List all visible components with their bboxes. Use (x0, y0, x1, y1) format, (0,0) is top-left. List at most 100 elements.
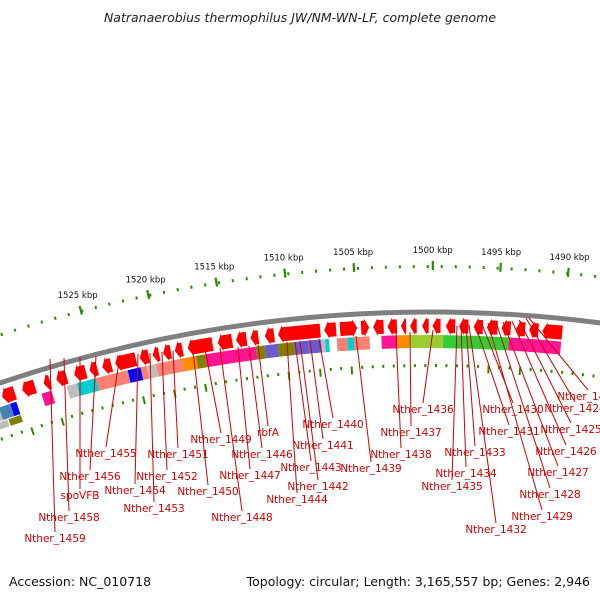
scale-minor-tick (94, 305, 98, 310)
scale-minor-tick (204, 283, 207, 287)
content-tick (319, 368, 322, 377)
content-tick (80, 411, 84, 416)
label-leader-line (219, 347, 243, 512)
gene-label: Nther_1448 (211, 512, 272, 524)
scale-minor-tick (80, 309, 84, 313)
forward-gene-arrow (22, 379, 37, 398)
scale-tick-label: 1515 kbp (194, 263, 234, 273)
gene-label: Nther_1427 (527, 467, 588, 479)
cog-segment (66, 383, 81, 399)
label-leader-line (451, 325, 458, 481)
cog-segment (353, 336, 365, 351)
scale-minor-tick (135, 296, 138, 300)
gene-label: Nther_1434 (435, 468, 497, 480)
gene-label: Nther_1454 (104, 485, 166, 497)
scale-minor-tick (27, 324, 30, 328)
label-leader-line (294, 341, 312, 462)
gene-label: Nther_1452 (136, 471, 197, 483)
content-tick (224, 380, 228, 384)
cog-segment (95, 370, 131, 391)
scale-minor-tick (121, 299, 125, 303)
forward-gene-arrow (339, 319, 358, 338)
content-tick (40, 423, 44, 428)
gene-label: Nther_1437 (380, 427, 441, 439)
gene-label: Nther_1455 (75, 448, 136, 460)
gene-label: Nther_1444 (266, 494, 328, 506)
content-tick (245, 376, 249, 381)
scale-minor-tick (40, 320, 44, 324)
gene-label: Nther_1450 (177, 486, 238, 498)
scale-minor-tick (162, 290, 166, 294)
label-leader-line (468, 324, 497, 524)
scale-major-tick (566, 267, 570, 278)
cog-segment (204, 346, 258, 368)
cog-segment (277, 342, 295, 357)
label-leader-line (525, 317, 576, 403)
scale-major-tick (146, 289, 151, 300)
scale-tick-label: 1520 kbp (126, 275, 166, 285)
forward-gene-arrow (542, 322, 563, 341)
label-leader-line (192, 349, 209, 486)
cog-segment (127, 367, 144, 383)
cog-segment (0, 403, 15, 420)
label-leader-line (502, 321, 559, 467)
forward-gene-arrow (43, 373, 53, 391)
forward-gene-arrow (74, 364, 88, 383)
cog-segment (347, 337, 355, 351)
forward-gene-arrow (387, 317, 398, 336)
gene-label: spoVFB (61, 490, 100, 502)
content-tick (70, 414, 74, 419)
scale-minor-tick (190, 285, 193, 289)
gene-labels: Nther_1423Nther_1424 Nther_1425 Nther_1426… (24, 317, 600, 545)
gene-label: Nther_1436 (392, 404, 454, 416)
scale-major-tick (499, 262, 502, 272)
scale-tick-label: 1505 kbp (333, 248, 373, 258)
forward-gene-arrow (410, 317, 417, 336)
forward-gene-arrow (264, 326, 275, 345)
forward-gene-arrow (516, 320, 526, 339)
scale-minor-tick (13, 328, 17, 332)
gene-label: Nther_1438 (370, 449, 431, 461)
cog-segment (381, 335, 398, 349)
cog-segment (320, 339, 326, 353)
gene-label: Nther_1456 (59, 471, 121, 483)
label-leader-line (299, 340, 319, 481)
content-tick (60, 417, 65, 426)
label-leader-line (248, 345, 263, 449)
gene-label: Nther_1449 (190, 434, 251, 446)
cog-segment (0, 410, 4, 422)
forward-gene-arrow (89, 360, 100, 378)
backbone-ring (0, 309, 600, 386)
label-leader-line (481, 323, 514, 404)
content-tick (142, 396, 146, 405)
gene-label: Nther_1446 (231, 449, 293, 461)
content-tick (152, 393, 155, 398)
gene-label: Nther_1451 (147, 449, 208, 461)
content-tick (90, 408, 94, 413)
content-tick (101, 406, 104, 410)
label-leader-line (49, 358, 56, 533)
content-tick (204, 383, 208, 392)
scale-ring: 1525 kbp 1520 kbp 1515 kbp 1510 kbp 1505 kbp… (0, 246, 597, 337)
forward-gene-arrow (373, 318, 384, 336)
cog-segment (255, 345, 267, 360)
forward-gene-arrow (324, 320, 337, 339)
topology-text: Topology: circular; Length: 3,165,557 bp… (246, 574, 590, 589)
gene-label: Nther_1424 (544, 403, 600, 415)
label-leader-line (172, 350, 179, 449)
forward-gene-arrow (115, 352, 138, 372)
cog-segment (336, 337, 349, 352)
gene-label: Nther_1435 (421, 481, 482, 493)
cog-segment (0, 419, 10, 430)
forward-gene-arrow (102, 357, 114, 375)
forward-gene-arrow (2, 386, 18, 404)
label-leader-line (422, 329, 434, 404)
scale-tick-label: 1495 kbp (481, 248, 521, 258)
label-leader-line (409, 331, 412, 427)
gene-label: Nther_1423 (557, 391, 600, 403)
label-leader-line (134, 353, 139, 485)
scale-minor-tick (53, 316, 57, 320)
gene-label: Nther_1447 (219, 470, 280, 482)
gene-label: Nther_1431 (478, 426, 539, 438)
label-leader-line (63, 357, 70, 512)
